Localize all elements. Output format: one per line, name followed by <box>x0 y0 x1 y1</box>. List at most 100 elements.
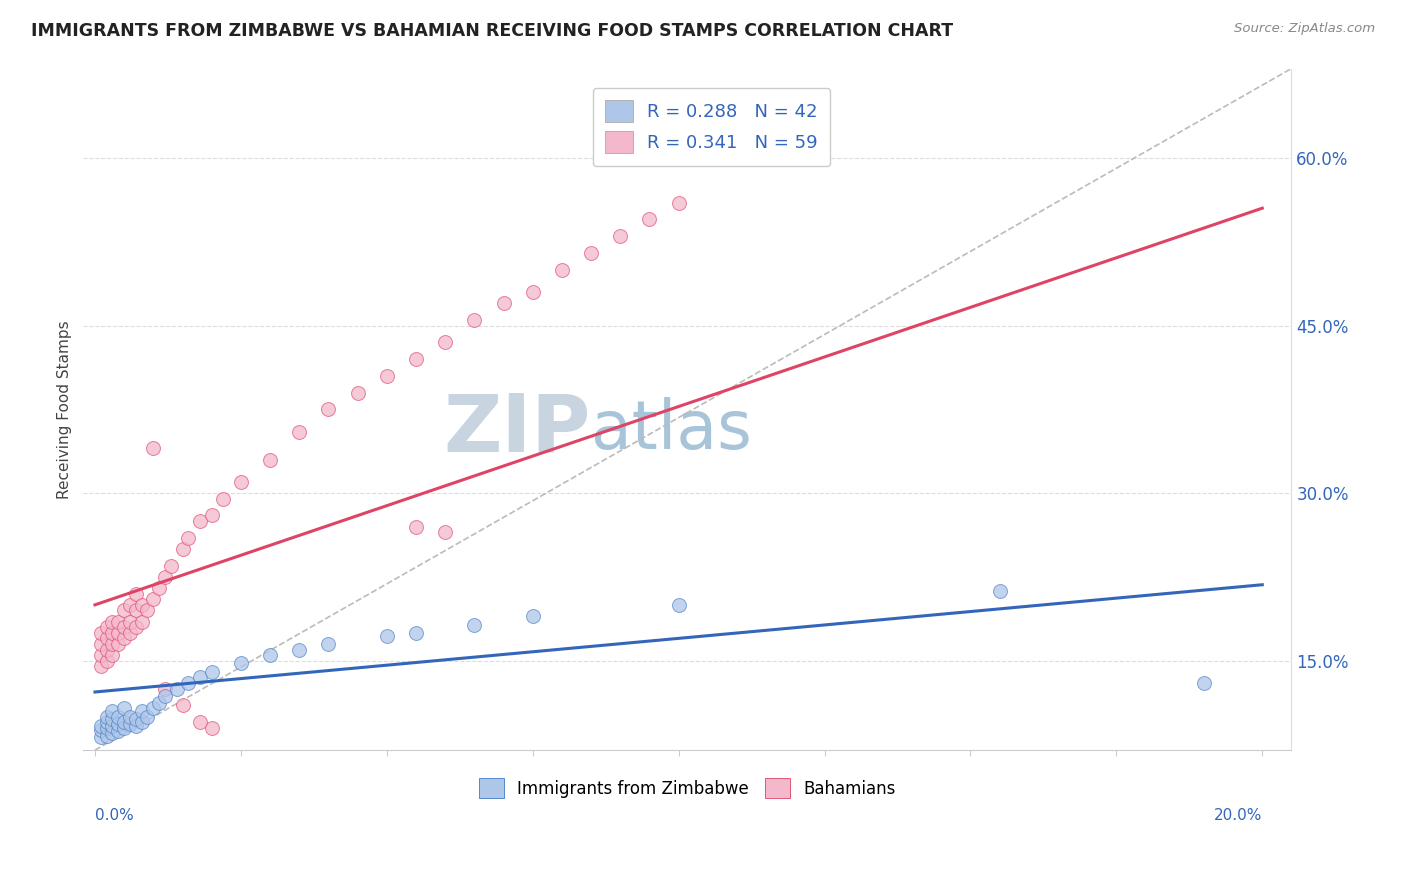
Point <box>172 698 194 713</box>
Point <box>142 442 165 456</box>
Point <box>405 625 427 640</box>
Point <box>131 615 153 629</box>
Point <box>492 296 515 310</box>
Point <box>131 704 153 718</box>
Point <box>107 615 129 629</box>
Point <box>288 642 311 657</box>
Point <box>142 592 165 607</box>
Point <box>188 670 211 684</box>
Point <box>101 712 124 726</box>
Point <box>107 625 129 640</box>
Point <box>118 598 141 612</box>
Point <box>125 603 148 617</box>
Point <box>125 718 148 732</box>
Point <box>90 659 112 673</box>
Point <box>107 724 129 739</box>
Point <box>166 681 188 696</box>
Point <box>153 690 176 704</box>
Point <box>107 717 129 731</box>
Point <box>405 351 427 366</box>
Point <box>136 603 159 617</box>
Point <box>101 718 124 732</box>
Point <box>101 625 124 640</box>
Point <box>229 656 252 670</box>
Point <box>148 696 170 710</box>
Text: Source: ZipAtlas.com: Source: ZipAtlas.com <box>1234 22 1375 36</box>
Point <box>375 368 398 383</box>
Point <box>118 709 141 723</box>
Point <box>551 262 574 277</box>
Point <box>463 618 485 632</box>
Point <box>125 712 148 726</box>
Point <box>136 709 159 723</box>
Point <box>101 637 124 651</box>
Point <box>212 491 235 506</box>
Point <box>96 729 118 743</box>
Point <box>288 425 311 439</box>
Point <box>579 245 602 260</box>
Point <box>131 715 153 730</box>
Point <box>201 665 224 679</box>
Point <box>118 625 141 640</box>
Point <box>153 570 176 584</box>
Point <box>96 709 118 723</box>
Text: ZIP: ZIP <box>443 391 591 469</box>
Y-axis label: Receiving Food Stamps: Receiving Food Stamps <box>58 320 72 499</box>
Point <box>142 700 165 714</box>
Point <box>90 648 112 662</box>
Point <box>101 648 124 662</box>
Point <box>96 620 118 634</box>
Point <box>148 581 170 595</box>
Point <box>160 558 183 573</box>
Point <box>90 637 112 651</box>
Point <box>96 721 118 735</box>
Point <box>172 541 194 556</box>
Point <box>177 531 200 545</box>
Point <box>112 721 135 735</box>
Point <box>259 648 281 662</box>
Point <box>90 730 112 744</box>
Point <box>112 603 135 617</box>
Point <box>668 195 690 210</box>
Point <box>463 313 485 327</box>
Point <box>346 385 368 400</box>
Point <box>90 718 112 732</box>
Legend: R = 0.288   N = 42, R = 0.341   N = 59: R = 0.288 N = 42, R = 0.341 N = 59 <box>593 87 831 166</box>
Point <box>609 229 631 244</box>
Point <box>101 615 124 629</box>
Point <box>188 514 211 528</box>
Text: atlas: atlas <box>591 397 752 463</box>
Point <box>101 726 124 740</box>
Point <box>405 519 427 533</box>
Point <box>1192 676 1215 690</box>
Point <box>201 721 224 735</box>
Point <box>259 452 281 467</box>
Point <box>90 625 112 640</box>
Point <box>522 609 544 624</box>
Point <box>96 632 118 646</box>
Point <box>434 525 457 540</box>
Point <box>318 637 340 651</box>
Point <box>118 615 141 629</box>
Point <box>96 715 118 730</box>
Point <box>188 715 211 730</box>
Point <box>201 508 224 523</box>
Point <box>118 717 141 731</box>
Point <box>112 700 135 714</box>
Point <box>96 654 118 668</box>
Point <box>125 587 148 601</box>
Text: IMMIGRANTS FROM ZIMBABWE VS BAHAMIAN RECEIVING FOOD STAMPS CORRELATION CHART: IMMIGRANTS FROM ZIMBABWE VS BAHAMIAN REC… <box>31 22 953 40</box>
Point <box>177 676 200 690</box>
Point <box>434 335 457 350</box>
Point <box>90 723 112 737</box>
Point <box>96 642 118 657</box>
Point <box>988 584 1011 599</box>
Point <box>112 620 135 634</box>
Point <box>229 475 252 489</box>
Point <box>638 212 661 227</box>
Point <box>131 598 153 612</box>
Point <box>375 629 398 643</box>
Point <box>107 637 129 651</box>
Point <box>101 704 124 718</box>
Text: 20.0%: 20.0% <box>1213 808 1263 823</box>
